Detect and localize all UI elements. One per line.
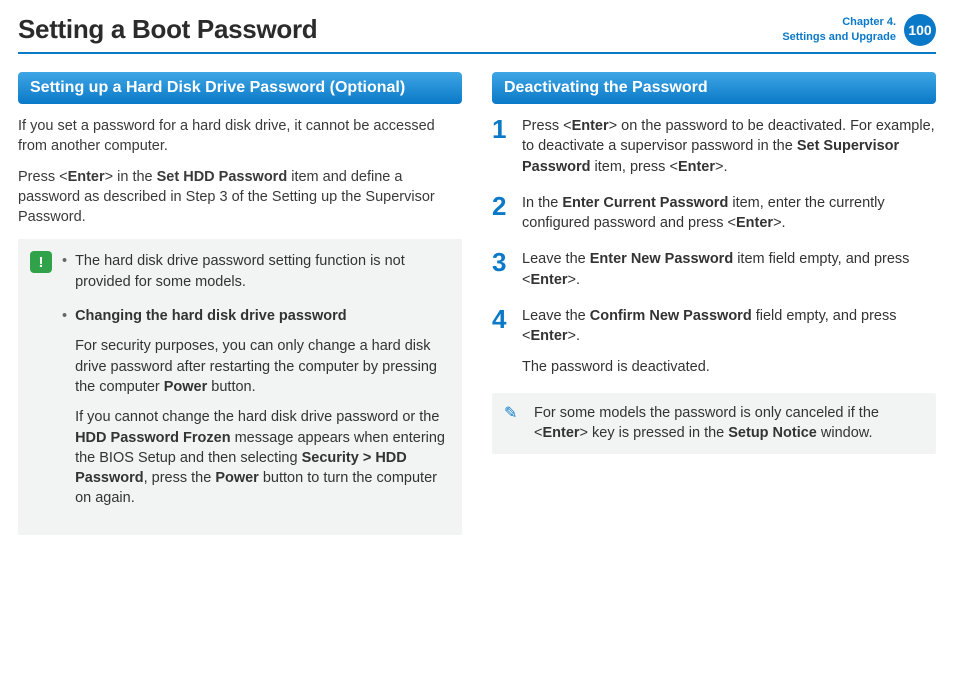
text-fragment: >. <box>773 215 786 231</box>
step-1-body: Press <Enter> on the password to be deac… <box>522 116 936 177</box>
bullet-2-body: Changing the hard disk drive password Fo… <box>75 306 448 509</box>
page-title: Setting a Boot Password <box>18 14 317 45</box>
button-power: Power <box>164 379 208 395</box>
text-fragment: >. <box>715 159 728 175</box>
page-number-badge: 100 <box>904 14 936 46</box>
hdd-intro-2: Press <Enter> in the Set HDD Password it… <box>18 167 462 228</box>
chapter-line-2: Settings and Upgrade <box>782 31 896 43</box>
step-2-body: In the Enter Current Password item, ente… <box>522 193 936 234</box>
right-column: Deactivating the Password 1 Press <Enter… <box>492 72 936 535</box>
section-heading-hdd: Setting up a Hard Disk Drive Password (O… <box>18 72 462 104</box>
document-page: Setting a Boot Password Chapter 4. Setti… <box>0 0 954 549</box>
step-4-body: Leave the Confirm New Password field emp… <box>522 306 936 377</box>
note-text: For some models the password is only can… <box>534 403 924 444</box>
bullet-dot-icon: • <box>62 251 67 292</box>
text-fragment: > in the <box>105 169 157 185</box>
bullet-2-para-2: If you cannot change the hard disk drive… <box>75 407 448 508</box>
header-meta: Chapter 4. Settings and Upgrade 100 <box>782 14 936 46</box>
bullet-1-text: The hard disk drive password setting fun… <box>75 251 448 292</box>
button-power: Power <box>215 470 259 486</box>
item-enter-current-password: Enter Current Password <box>562 195 728 211</box>
content-columns: Setting up a Hard Disk Drive Password (O… <box>18 72 936 535</box>
step-4-trailing: The password is deactivated. <box>522 357 936 377</box>
text-fragment: For security purposes, you can only chan… <box>75 338 437 395</box>
step-number: 2 <box>492 193 510 234</box>
note-icon: ✎ <box>504 403 524 444</box>
text-fragment: If you cannot change the hard disk drive… <box>75 409 439 425</box>
window-setup-notice: Setup Notice <box>728 425 817 441</box>
step-3-body: Leave the Enter New Password item field … <box>522 249 936 290</box>
item-confirm-new-password: Confirm New Password <box>590 308 752 324</box>
step-number: 4 <box>492 306 510 377</box>
callout-box: ! • The hard disk drive password setting… <box>18 239 462 534</box>
text-fragment: window. <box>817 425 873 441</box>
step-3: 3 Leave the Enter New Password item fiel… <box>492 249 936 290</box>
item-enter-new-password: Enter New Password <box>590 251 733 267</box>
bullet-1: • The hard disk drive password setting f… <box>62 251 448 292</box>
step-number: 3 <box>492 249 510 290</box>
bullet-2-para-1: For security purposes, you can only chan… <box>75 336 448 397</box>
text-fragment: Leave the <box>522 251 590 267</box>
key-enter: Enter <box>68 169 105 185</box>
step-1: 1 Press <Enter> on the password to be de… <box>492 116 936 177</box>
text-fragment: , press the <box>144 470 216 486</box>
key-enter: Enter <box>530 328 567 344</box>
text-fragment: button. <box>207 379 255 395</box>
left-column: Setting up a Hard Disk Drive Password (O… <box>18 72 462 535</box>
key-enter: Enter <box>530 272 567 288</box>
bullet-2-title: Changing the hard disk drive password <box>75 308 347 324</box>
step-2: 2 In the Enter Current Password item, en… <box>492 193 936 234</box>
step-4: 4 Leave the Confirm New Password field e… <box>492 306 936 377</box>
text-fragment: Press < <box>18 169 68 185</box>
key-enter: Enter <box>678 159 715 175</box>
text-fragment: >. <box>568 272 581 288</box>
text-fragment: >. <box>568 328 581 344</box>
text-fragment: > key is pressed in the <box>580 425 729 441</box>
chapter-label: Chapter 4. Settings and Upgrade <box>782 15 896 45</box>
note-box: ✎ For some models the password is only c… <box>492 393 936 454</box>
text-fragment: Press < <box>522 118 572 134</box>
callout-body: • The hard disk drive password setting f… <box>62 251 448 522</box>
warning-icon: ! <box>30 251 52 273</box>
item-set-hdd-password: Set HDD Password <box>157 169 288 185</box>
text-fragment: In the <box>522 195 562 211</box>
text-fragment: Leave the <box>522 308 590 324</box>
msg-hdd-password-frozen: HDD Password Frozen <box>75 430 231 446</box>
bullet-dot-icon: • <box>62 306 67 509</box>
callout-row: ! • The hard disk drive password setting… <box>30 251 448 522</box>
key-enter: Enter <box>736 215 773 231</box>
bullet-2: • Changing the hard disk drive password … <box>62 306 448 509</box>
page-header: Setting a Boot Password Chapter 4. Setti… <box>18 14 936 54</box>
section-heading-deactivate: Deactivating the Password <box>492 72 936 104</box>
chapter-line-1: Chapter 4. <box>842 16 896 28</box>
key-enter: Enter <box>572 118 609 134</box>
hdd-intro-1: If you set a password for a hard disk dr… <box>18 116 462 157</box>
step-number: 1 <box>492 116 510 177</box>
text-fragment: item, press < <box>591 159 678 175</box>
key-enter: Enter <box>542 425 579 441</box>
